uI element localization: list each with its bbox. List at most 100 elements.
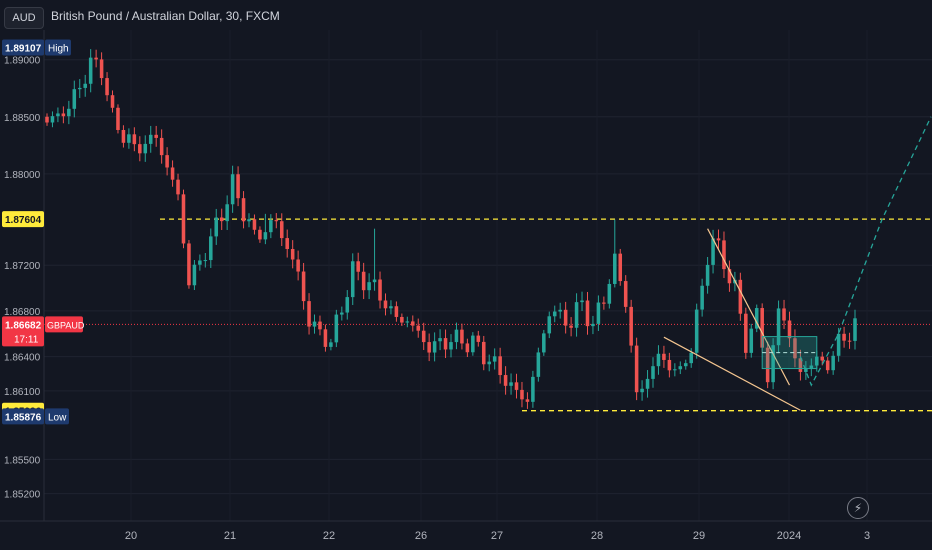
candle-body <box>629 307 633 346</box>
candle-body <box>422 331 426 342</box>
candle-body <box>662 354 666 360</box>
y-tick-label: 1.85200 <box>4 490 41 501</box>
candle-body <box>411 321 415 325</box>
y-tick-label: 1.88000 <box>4 170 41 181</box>
candle-body <box>313 322 317 327</box>
candle-body <box>580 301 584 303</box>
candle-body <box>187 243 191 285</box>
candle-body <box>842 334 846 341</box>
y-tick-label: 1.87200 <box>4 261 41 272</box>
candle-body <box>651 366 655 379</box>
candle-body <box>515 382 519 390</box>
candle-body <box>668 360 672 370</box>
x-tick-label: 27 <box>491 530 503 542</box>
level-price-badge-price: 1.87604 <box>5 215 42 226</box>
candle-body <box>569 326 573 328</box>
candle-body <box>848 341 852 342</box>
y-tick-label: 1.85500 <box>4 455 41 466</box>
candle-body <box>143 144 147 153</box>
candle-body <box>165 155 169 167</box>
candle-body <box>613 254 617 284</box>
candle-body <box>400 317 404 323</box>
candle-body <box>83 84 87 88</box>
candle-body <box>831 356 835 370</box>
candle-body <box>558 310 562 312</box>
candle-body <box>329 342 333 347</box>
candle-body <box>160 138 164 155</box>
candle-body <box>679 366 683 369</box>
candle-body <box>253 219 257 230</box>
candle-body <box>220 217 224 221</box>
candle-body <box>706 265 710 286</box>
lightning-icon[interactable]: ⚡ <box>847 497 869 519</box>
candle-body <box>193 265 197 286</box>
candle-body <box>689 353 693 363</box>
x-tick-label: 3 <box>864 530 870 542</box>
candle-body <box>94 58 98 60</box>
candle-body <box>340 313 344 315</box>
candle-body <box>591 324 595 326</box>
candle-body <box>269 220 273 232</box>
candle-body <box>487 362 491 365</box>
current-price: 1.86682 <box>5 320 42 331</box>
candle-body <box>89 58 93 84</box>
x-tick-label: 28 <box>591 530 603 542</box>
x-tick-label: 20 <box>125 530 137 542</box>
y-tick-label: 1.86100 <box>4 387 41 398</box>
candle-body <box>258 230 262 240</box>
candle-body <box>749 329 753 353</box>
symbol-title: British Pound / Australian Dollar, 30, F… <box>51 9 280 23</box>
candle-body <box>373 280 377 283</box>
candle-body <box>302 272 306 302</box>
candle-body <box>782 308 786 320</box>
candle-body <box>236 174 240 198</box>
candle-body <box>608 284 612 304</box>
candle-body <box>471 336 475 353</box>
candle-body <box>624 281 628 307</box>
candle-body <box>657 354 661 366</box>
candle-body <box>466 343 470 352</box>
candle-body <box>78 88 82 89</box>
candle-body <box>307 301 311 326</box>
y-tick-label: 1.89000 <box>4 56 41 67</box>
candle-body <box>280 221 284 238</box>
candle-body <box>367 282 371 290</box>
high-label: High <box>48 43 69 54</box>
candle-body <box>646 379 650 389</box>
candle-body <box>247 219 251 221</box>
candle-body <box>214 217 218 236</box>
candle-body <box>700 286 704 310</box>
symbol-label: GBPAUD <box>47 320 85 330</box>
candle-body <box>444 338 448 349</box>
currency-selector-button[interactable]: AUD <box>4 7 44 29</box>
candle-body <box>717 238 721 240</box>
candle-body <box>602 303 606 304</box>
x-tick-label: 26 <box>415 530 427 542</box>
y-tick-label: 1.86400 <box>4 353 41 364</box>
candle-body <box>362 272 366 290</box>
candle-body <box>127 134 131 142</box>
candle-body <box>73 89 77 109</box>
candle-body <box>460 330 464 344</box>
candle-body <box>531 377 535 402</box>
candle-body <box>138 144 142 153</box>
countdown-timer: 17:11 <box>14 334 39 345</box>
candle-body <box>335 315 339 343</box>
x-tick-label: 22 <box>323 530 335 542</box>
candle-body <box>182 194 186 243</box>
candle-body <box>291 249 295 259</box>
candle-body <box>635 346 639 393</box>
x-tick-label: 29 <box>693 530 705 542</box>
candle-body <box>427 342 431 352</box>
x-tick-label: 21 <box>224 530 236 542</box>
candle-body <box>684 363 688 366</box>
candle-body <box>788 321 792 339</box>
candle-body <box>231 174 235 204</box>
candle-body <box>564 310 568 326</box>
candle-body <box>438 338 442 341</box>
candle-body <box>198 260 202 264</box>
candle-body <box>493 356 497 361</box>
candle-body <box>324 329 328 347</box>
